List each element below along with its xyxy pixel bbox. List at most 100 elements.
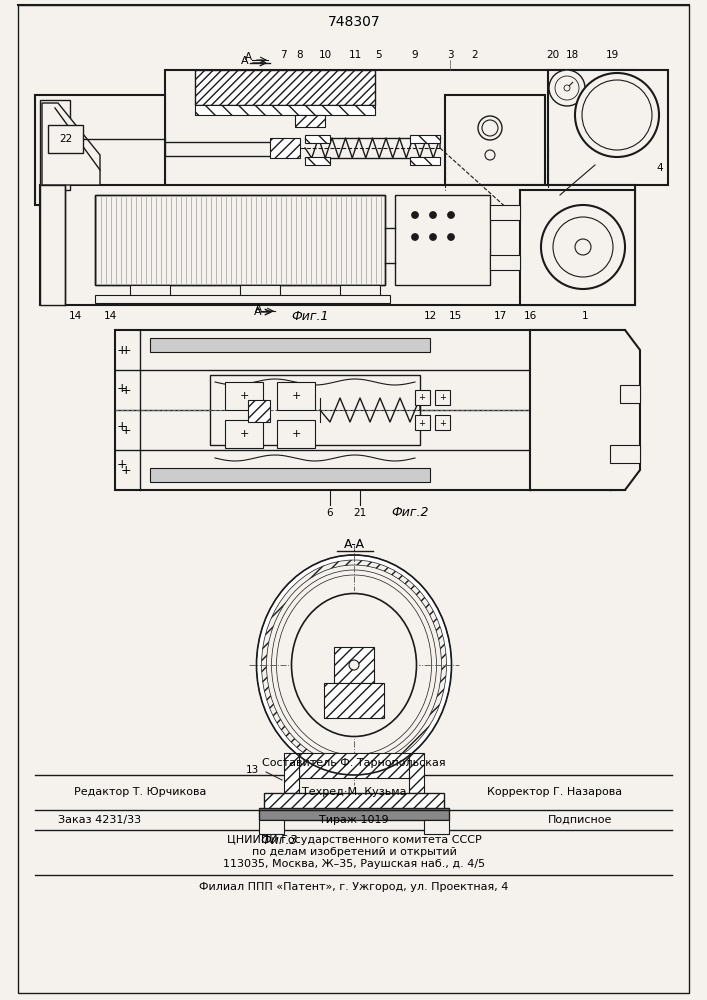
Circle shape [582, 80, 652, 150]
Ellipse shape [267, 565, 441, 765]
Text: 19: 19 [605, 50, 619, 60]
Text: 3: 3 [447, 50, 453, 60]
Text: 748307: 748307 [327, 15, 380, 29]
Bar [334, 647, 374, 683]
Bar [520, 190, 635, 305]
Bar [305, 135, 330, 143]
Bar [620, 385, 640, 403]
Circle shape [349, 660, 359, 670]
Bar [240, 285, 280, 297]
Ellipse shape [276, 575, 431, 755]
Bar [95, 195, 385, 285]
Text: 1: 1 [582, 311, 588, 321]
Text: +: + [121, 464, 132, 477]
Text: +: + [419, 418, 426, 428]
Text: A: A [255, 304, 262, 314]
Circle shape [575, 239, 591, 255]
Bar [284, 753, 299, 793]
Bar [259, 808, 449, 820]
Text: Корректор Г. Назарова: Корректор Г. Назарова [487, 787, 623, 797]
Bar [40, 100, 70, 190]
Bar [248, 400, 270, 422]
Ellipse shape [271, 570, 436, 760]
Text: 14: 14 [103, 311, 117, 321]
Text: Фиг.3: Фиг.3 [260, 834, 298, 846]
Circle shape [549, 70, 585, 106]
Circle shape [411, 233, 419, 240]
Bar [35, 95, 165, 205]
Circle shape [485, 150, 495, 160]
Text: по делам изобретений и открытий: по делам изобретений и открытий [252, 847, 457, 857]
Text: A: A [255, 307, 262, 317]
Circle shape [448, 212, 455, 219]
Bar [40, 185, 65, 305]
Circle shape [555, 76, 579, 100]
Bar [299, 753, 409, 778]
Text: 13: 13 [246, 765, 259, 775]
Text: ЦНИИПИ Государственного комитета СССР: ЦНИИПИ Государственного комитета СССР [227, 835, 481, 845]
Bar [610, 445, 640, 463]
Bar [115, 330, 625, 490]
Bar [210, 375, 420, 445]
Ellipse shape [257, 555, 452, 775]
Text: 22: 22 [59, 134, 73, 144]
Text: 10: 10 [318, 50, 332, 60]
Text: Фиг.1: Фиг.1 [291, 310, 329, 322]
Bar [150, 468, 430, 482]
Bar [435, 415, 450, 430]
Text: 5: 5 [375, 50, 381, 60]
Bar [295, 115, 325, 127]
Text: Подписное: Подписное [548, 815, 612, 825]
Bar [259, 820, 284, 834]
Text: A: A [245, 52, 252, 62]
Bar [225, 420, 263, 448]
Circle shape [564, 85, 570, 91]
Text: +: + [239, 391, 249, 401]
Text: +: + [440, 418, 446, 428]
Circle shape [482, 120, 498, 136]
Bar [264, 793, 444, 808]
Text: +: + [440, 392, 446, 401]
Circle shape [429, 212, 436, 219]
Bar [165, 142, 290, 156]
Bar [490, 255, 520, 270]
Text: 2: 2 [472, 50, 479, 60]
Circle shape [541, 205, 625, 289]
Bar [424, 820, 449, 834]
Text: A: A [241, 56, 249, 66]
Bar [130, 285, 170, 297]
Text: +: + [117, 344, 127, 357]
Text: +: + [121, 344, 132, 357]
Text: +: + [117, 420, 127, 432]
Circle shape [553, 217, 613, 277]
Text: 14: 14 [69, 311, 81, 321]
Bar [445, 95, 545, 185]
Circle shape [448, 233, 455, 240]
Bar [277, 382, 315, 410]
Bar [409, 753, 424, 793]
Ellipse shape [291, 593, 416, 736]
Bar [95, 295, 390, 303]
Bar [95, 195, 385, 285]
Text: 6: 6 [327, 508, 333, 518]
Text: 11: 11 [349, 50, 361, 60]
Ellipse shape [289, 591, 419, 739]
Ellipse shape [262, 560, 447, 770]
Bar [225, 382, 263, 410]
Bar [415, 415, 430, 430]
Text: Техред·М. Кузьма: Техред·М. Кузьма [302, 787, 407, 797]
Bar [165, 70, 635, 188]
Bar [435, 390, 450, 405]
Bar [195, 70, 375, 105]
Bar [270, 138, 300, 158]
Bar [490, 205, 520, 220]
Text: +: + [419, 392, 426, 401]
Bar [324, 683, 384, 718]
Text: 8: 8 [297, 50, 303, 60]
Circle shape [478, 116, 502, 140]
Bar [150, 338, 430, 352]
Circle shape [575, 73, 659, 157]
Bar [277, 420, 315, 448]
Bar [410, 135, 440, 143]
Text: 9: 9 [411, 50, 419, 60]
